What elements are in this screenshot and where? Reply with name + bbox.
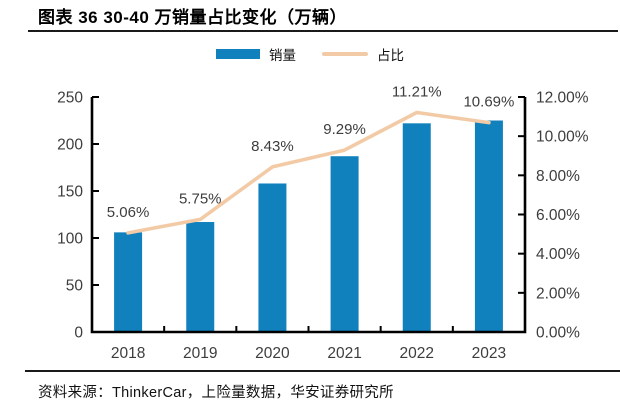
legend-line-swatch	[322, 52, 368, 56]
legend-item-share: 占比	[322, 44, 404, 64]
share-value-label: 9.29%	[323, 121, 366, 138]
bar-2021	[330, 156, 359, 332]
legend-bar-swatch	[216, 49, 260, 59]
right-axis-tick-label: 12.00%	[536, 90, 589, 107]
chart-legend: 销量 占比	[0, 44, 620, 64]
axis-frame	[90, 97, 527, 334]
figure-title: 图表 36 30-40 万销量占比变化（万辆）	[38, 8, 348, 27]
right-axis-tick-label: 2.00%	[536, 285, 580, 302]
share-line	[126, 110, 491, 235]
y-axis-tick-label: 200	[57, 137, 83, 154]
y-axis-tick-label: 100	[57, 231, 83, 248]
x-axis-label: 2022	[400, 345, 434, 362]
x-axis-label: 2023	[472, 345, 506, 362]
y-axis-tick-label: 250	[57, 90, 83, 107]
legend-label-sales: 销量	[269, 48, 296, 63]
source-note: 资料来源：ThinkerCar，上险量数据，华安证券研究所	[38, 385, 394, 401]
chart-svg: 5.06% 5.75% 8.43% 9.29% 11.21% 10.69% 0 50 100 15…	[57, 83, 589, 362]
right-axis-tick-label: 0.00%	[536, 325, 580, 342]
title-divider	[28, 30, 618, 32]
right-axis-tick-label: 6.00%	[536, 207, 580, 224]
legend-item-sales: 销量	[216, 44, 296, 64]
bar-2023	[474, 120, 503, 332]
x-axis-label: 2020	[255, 345, 290, 362]
source-divider	[25, 370, 620, 372]
y-axis-tick-label: 50	[66, 278, 84, 295]
bar-2018	[114, 232, 143, 332]
right-axis-tick-label: 8.00%	[536, 168, 580, 185]
x-axis-label: 2018	[111, 345, 145, 362]
right-axis-tick-label: 10.00%	[536, 129, 589, 146]
bar-2020	[258, 183, 287, 332]
share-value-label: 5.75%	[179, 190, 222, 207]
share-value-label: 8.43%	[251, 138, 294, 155]
share-value-label: 11.21%	[392, 83, 442, 100]
legend-label-share: 占比	[377, 48, 404, 63]
x-axis-label: 2021	[327, 345, 361, 362]
bar-2022	[402, 123, 431, 332]
bar-2019	[186, 222, 215, 332]
x-axis-label: 2019	[183, 345, 217, 362]
share-value-label: 10.69%	[463, 94, 514, 111]
y-axis-tick-label: 0	[74, 325, 83, 342]
share-value-label: 5.06%	[107, 204, 150, 221]
right-axis-tick-label: 4.00%	[536, 246, 580, 263]
y-axis-tick-label: 150	[57, 184, 83, 201]
